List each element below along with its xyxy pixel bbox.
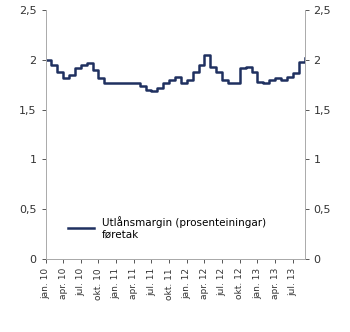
Legend: Utlånsmargin (prosenteiningar)
føretak: Utlånsmargin (prosenteiningar) føretak xyxy=(64,212,271,244)
